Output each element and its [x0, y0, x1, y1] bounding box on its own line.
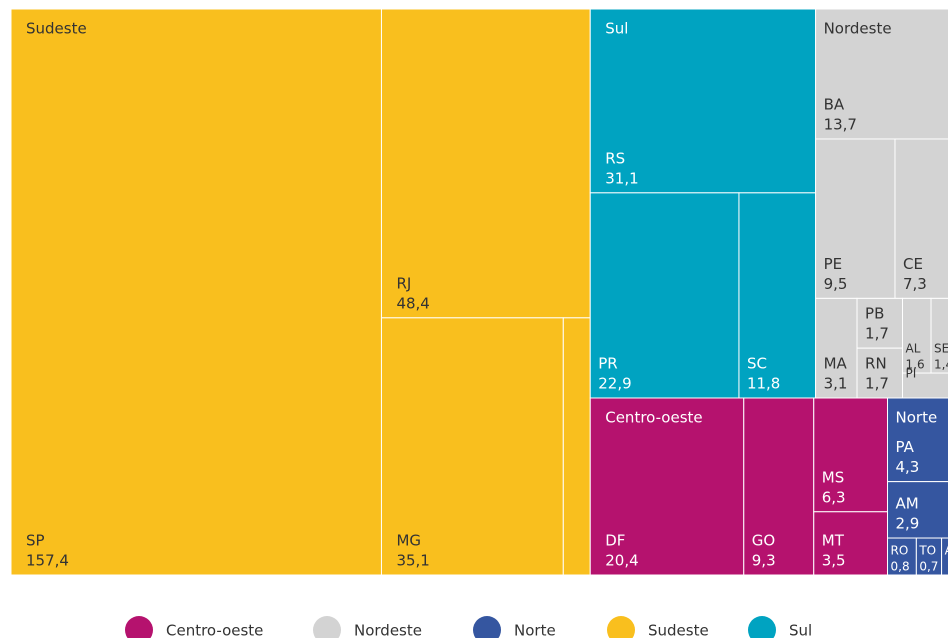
tile — [887, 481, 948, 539]
tile-label: RN — [865, 354, 887, 372]
tile-value: 1,6 — [906, 358, 925, 372]
tile — [380, 8, 591, 319]
tile-value: 9,5 — [824, 275, 848, 293]
tile-label: DF — [605, 532, 625, 550]
tile — [562, 317, 591, 576]
tile — [380, 317, 564, 576]
legend-marker — [313, 616, 341, 638]
region-label: Centro-oeste — [605, 408, 702, 426]
region-label: Sudeste — [26, 20, 87, 38]
tile-value: 6,3 — [822, 488, 846, 506]
legend-marker — [473, 616, 501, 638]
tile-label: CE — [903, 255, 923, 273]
tile — [813, 511, 889, 576]
tile-value: 1,7 — [865, 374, 889, 392]
tile-label: AL — [906, 342, 921, 356]
tile — [738, 192, 817, 399]
tile-value: 22,9 — [598, 374, 631, 392]
tile-label: SC — [747, 354, 767, 372]
tile-value: 7,3 — [903, 275, 927, 293]
tile-value: 3,1 — [824, 374, 848, 392]
tile-value: 35,1 — [396, 552, 429, 570]
tile-label: RJ — [396, 274, 411, 292]
tile-label: MG — [396, 532, 421, 550]
tile — [894, 138, 948, 299]
legend-label: Centro-oeste — [166, 622, 263, 638]
tile-label: RS — [605, 149, 625, 167]
tile — [815, 8, 948, 140]
tile-label: RO — [891, 544, 909, 558]
tile — [915, 537, 943, 576]
legend-marker — [748, 616, 776, 638]
legend-marker — [607, 616, 635, 638]
tile-value: 1,7 — [865, 325, 889, 343]
tile — [589, 192, 740, 399]
legend-label: Sudeste — [648, 622, 709, 638]
tile-label: PE — [824, 255, 843, 273]
tile-value: 2,9 — [896, 515, 920, 533]
tile-value: 13,7 — [824, 115, 857, 133]
tile-value: 4,3 — [896, 458, 920, 476]
tile — [589, 8, 817, 194]
tile — [887, 397, 948, 483]
tile-label: PA — [896, 438, 915, 456]
tile-label: MS — [822, 468, 844, 486]
tile-value: 0,7 — [919, 560, 938, 574]
tile-value: 0,8 — [891, 560, 910, 574]
tile-label: MT — [822, 532, 845, 550]
tile-value: 11,8 — [747, 374, 780, 392]
tile-label: AM — [896, 495, 919, 513]
tile-label: AC — [945, 544, 948, 558]
tile-label: GO — [752, 532, 775, 550]
region-label: Sul — [605, 20, 628, 38]
tile-label: SP — [26, 532, 45, 550]
tile — [815, 138, 896, 299]
tile-value: 157,4 — [26, 552, 69, 570]
tile — [856, 347, 904, 399]
tile — [10, 8, 382, 576]
tile-label: TO — [918, 544, 936, 558]
tile-value: 31,1 — [605, 169, 638, 187]
tile-value: 20,4 — [605, 552, 638, 570]
tile-label: PB — [865, 305, 884, 323]
tile — [902, 372, 948, 399]
legend-label: Sul — [789, 622, 812, 638]
legend-label: Nordeste — [354, 622, 422, 638]
tile — [743, 397, 815, 576]
tile — [815, 297, 858, 399]
tile-label: PI — [906, 366, 917, 380]
tile-label: MA — [824, 354, 848, 372]
tile-label: BA — [824, 95, 845, 113]
tile-value: 1,4 — [934, 358, 948, 372]
tile-value: 3,5 — [822, 552, 846, 570]
tile — [941, 537, 948, 576]
tile-value: 48,4 — [396, 294, 429, 312]
tile-value: 9,3 — [752, 552, 776, 570]
region-label: Norte — [896, 408, 938, 426]
legend-label: Norte — [514, 622, 556, 638]
tile-label: SE — [934, 342, 948, 356]
tile-label: PR — [598, 354, 617, 372]
tile — [589, 397, 745, 576]
tile — [856, 297, 904, 349]
region-label: Nordeste — [824, 20, 892, 38]
legend-marker — [125, 616, 153, 638]
